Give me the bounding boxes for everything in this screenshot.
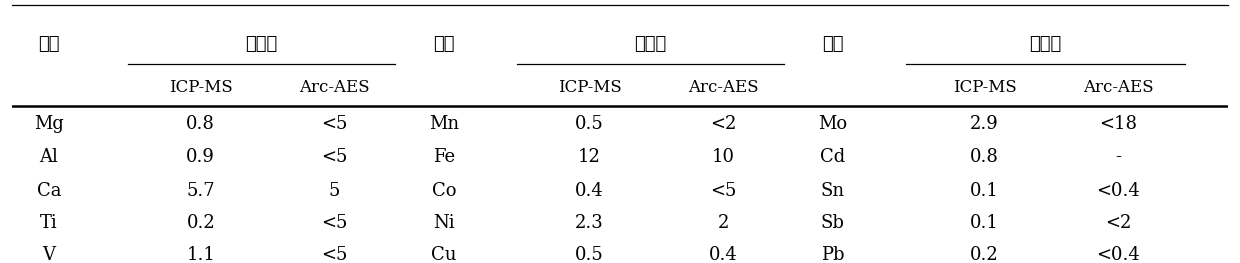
Text: Arc-AES: Arc-AES [1083, 79, 1153, 96]
Text: 0.9: 0.9 [186, 148, 216, 166]
Text: <0.4: <0.4 [1096, 246, 1140, 263]
Text: 5.7: 5.7 [186, 182, 215, 200]
Text: Mg: Mg [33, 115, 63, 133]
Text: 测定値: 测定値 [246, 35, 278, 53]
Text: ICP-MS: ICP-MS [169, 79, 233, 96]
Text: <18: <18 [1099, 115, 1137, 133]
Text: <0.4: <0.4 [1096, 182, 1140, 200]
Text: Pb: Pb [821, 246, 844, 263]
Text: 2.9: 2.9 [970, 115, 999, 133]
Text: 2: 2 [718, 214, 729, 232]
Text: 0.5: 0.5 [575, 115, 604, 133]
Text: Ni: Ni [433, 214, 455, 232]
Text: <2: <2 [711, 115, 737, 133]
Text: <5: <5 [321, 115, 347, 133]
Text: V: V [42, 246, 56, 263]
Text: Mo: Mo [818, 115, 847, 133]
Text: Cu: Cu [432, 246, 456, 263]
Text: Al: Al [40, 148, 58, 166]
Text: Arc-AES: Arc-AES [688, 79, 759, 96]
Text: 0.5: 0.5 [575, 246, 604, 263]
Text: 0.1: 0.1 [970, 182, 999, 200]
Text: 0.4: 0.4 [575, 182, 604, 200]
Text: 1.1: 1.1 [186, 246, 216, 263]
Text: 0.8: 0.8 [970, 148, 999, 166]
Text: 5: 5 [329, 182, 340, 200]
Text: 0.4: 0.4 [709, 246, 738, 263]
Text: 测定値: 测定値 [634, 35, 667, 53]
Text: 0.1: 0.1 [970, 214, 999, 232]
Text: 2.3: 2.3 [575, 214, 604, 232]
Text: Sn: Sn [821, 182, 844, 200]
Text: 元素: 元素 [38, 35, 60, 53]
Text: 10: 10 [712, 148, 735, 166]
Text: <5: <5 [711, 182, 737, 200]
Text: <5: <5 [321, 246, 347, 263]
Text: <5: <5 [321, 214, 347, 232]
Text: 元素: 元素 [822, 35, 843, 53]
Text: Arc-AES: Arc-AES [299, 79, 370, 96]
Text: 12: 12 [578, 148, 601, 166]
Text: 0.2: 0.2 [970, 246, 999, 263]
Text: Ca: Ca [37, 182, 61, 200]
Text: Sb: Sb [821, 214, 844, 232]
Text: Ti: Ti [40, 214, 58, 232]
Text: 0.2: 0.2 [186, 214, 215, 232]
Text: <2: <2 [1105, 214, 1131, 232]
Text: 元素: 元素 [433, 35, 455, 53]
Text: Mn: Mn [429, 115, 459, 133]
Text: 测定値: 测定値 [1029, 35, 1061, 53]
Text: ICP-MS: ICP-MS [558, 79, 621, 96]
Text: -: - [1115, 148, 1121, 166]
Text: <5: <5 [321, 148, 347, 166]
Text: 0.8: 0.8 [186, 115, 216, 133]
Text: Fe: Fe [433, 148, 455, 166]
Text: ICP-MS: ICP-MS [952, 79, 1017, 96]
Text: Cd: Cd [820, 148, 846, 166]
Text: Co: Co [432, 182, 456, 200]
